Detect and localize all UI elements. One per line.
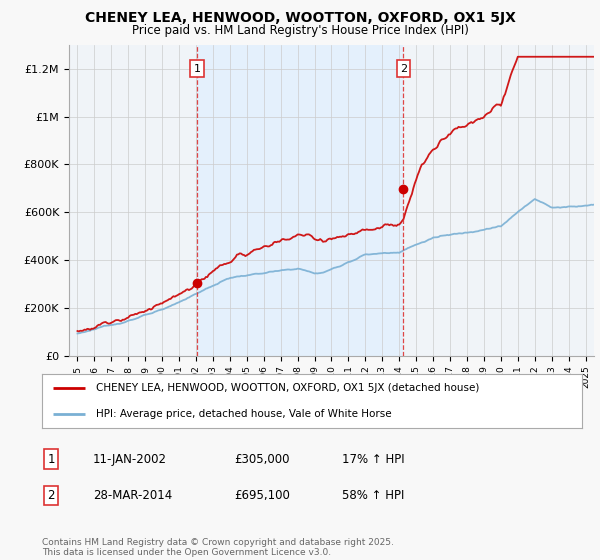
Text: Price paid vs. HM Land Registry's House Price Index (HPI): Price paid vs. HM Land Registry's House … (131, 24, 469, 36)
Text: 28-MAR-2014: 28-MAR-2014 (93, 489, 172, 502)
Text: 11-JAN-2002: 11-JAN-2002 (93, 452, 167, 466)
Text: Contains HM Land Registry data © Crown copyright and database right 2025.
This d: Contains HM Land Registry data © Crown c… (42, 538, 394, 557)
Bar (197, 45, 403, 356)
Text: 2: 2 (400, 64, 407, 74)
Text: CHENEY LEA, HENWOOD, WOOTTON, OXFORD, OX1 5JX: CHENEY LEA, HENWOOD, WOOTTON, OXFORD, OX… (85, 11, 515, 25)
Text: 1: 1 (47, 452, 55, 466)
Text: CHENEY LEA, HENWOOD, WOOTTON, OXFORD, OX1 5JX (detached house): CHENEY LEA, HENWOOD, WOOTTON, OXFORD, OX… (96, 384, 479, 393)
Text: 17% ↑ HPI: 17% ↑ HPI (342, 452, 404, 466)
Text: £305,000: £305,000 (234, 452, 290, 466)
Text: HPI: Average price, detached house, Vale of White Horse: HPI: Average price, detached house, Vale… (96, 409, 392, 418)
Text: 1: 1 (193, 64, 200, 74)
Text: 58% ↑ HPI: 58% ↑ HPI (342, 489, 404, 502)
Text: 2: 2 (47, 489, 55, 502)
Text: £695,100: £695,100 (234, 489, 290, 502)
